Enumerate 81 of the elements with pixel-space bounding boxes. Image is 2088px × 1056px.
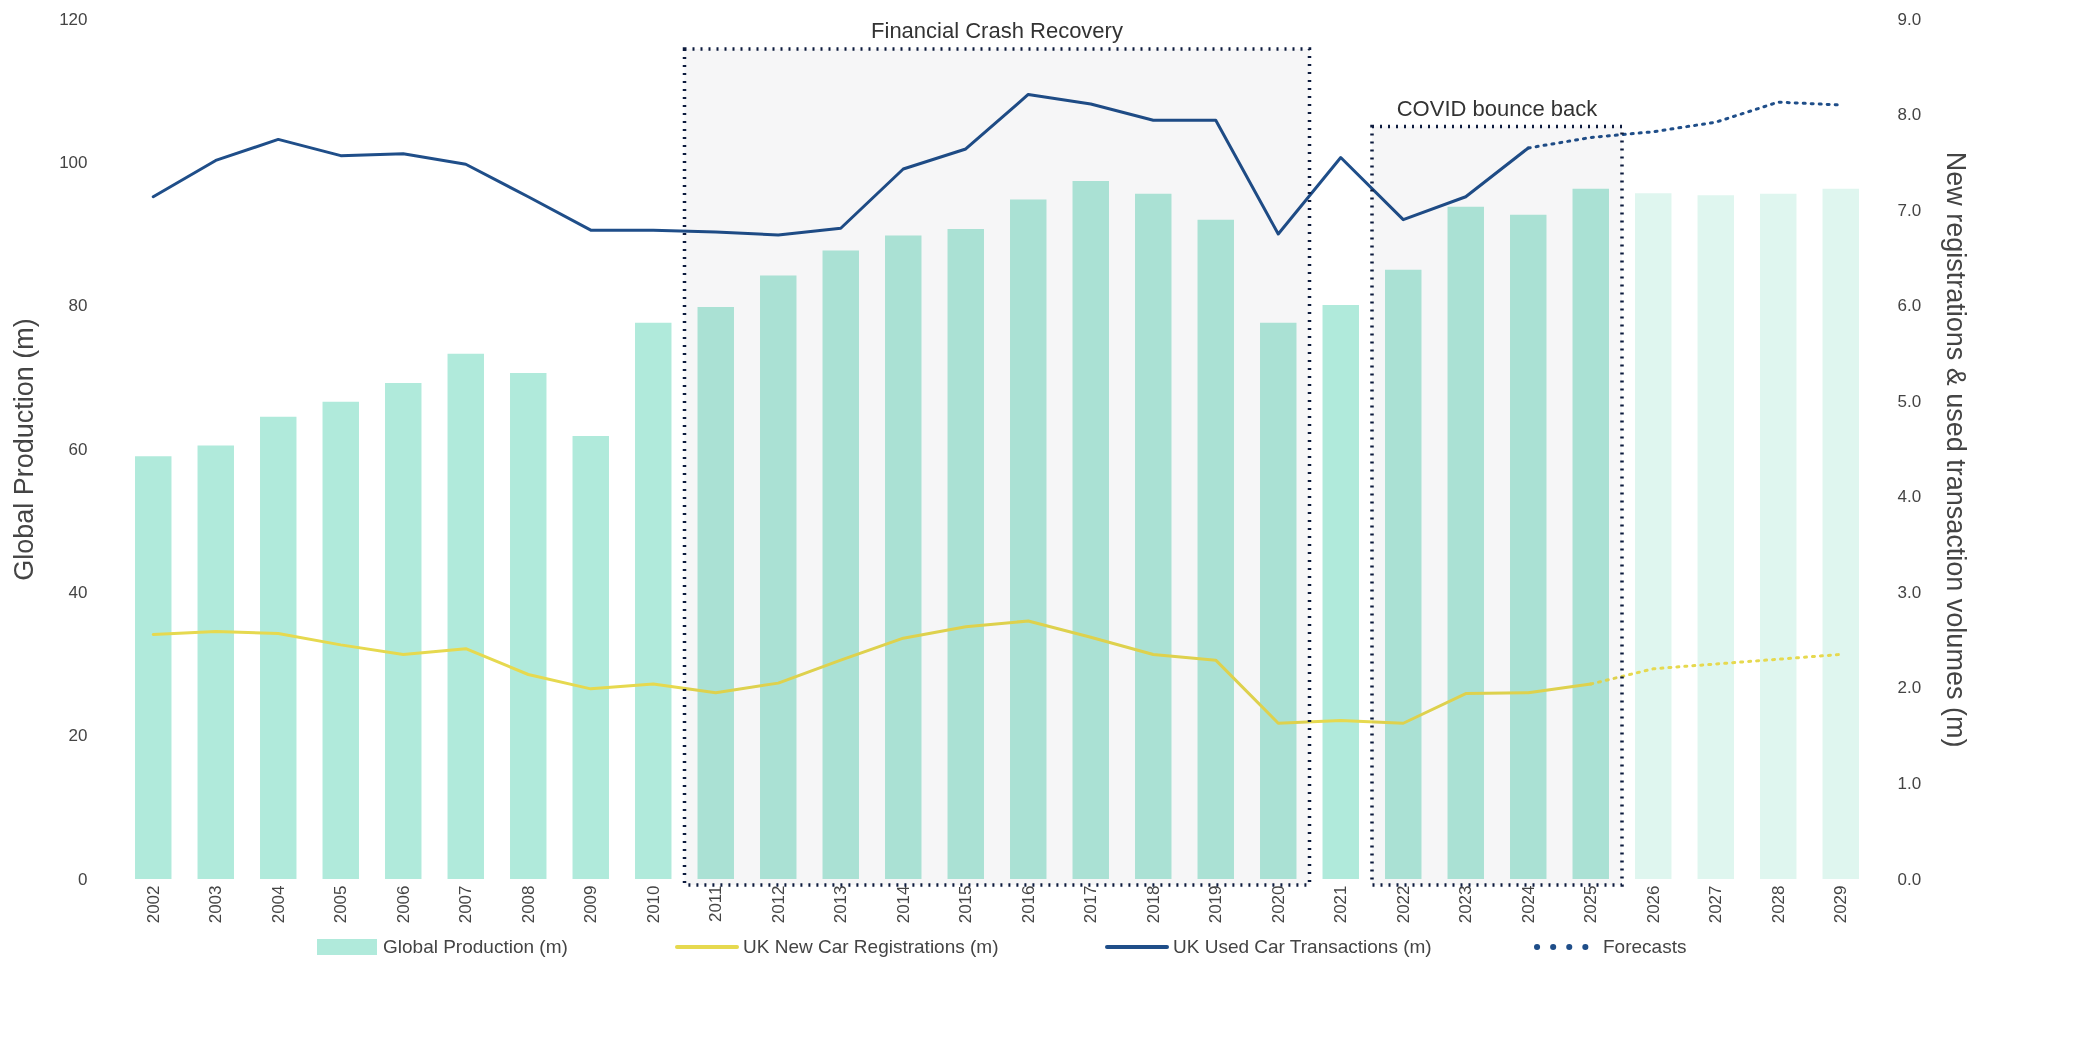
x-tick-label: 2021 <box>1331 885 1351 924</box>
y2-tick-label: 6.0 <box>1897 296 1922 316</box>
bar <box>510 373 547 879</box>
legend-label: Global Production (m) <box>383 936 568 957</box>
bar <box>635 322 672 879</box>
y-tick-label: 40 <box>68 582 88 602</box>
bar <box>1197 219 1234 879</box>
y2-tick-label: 5.0 <box>1897 391 1922 411</box>
bar <box>1385 269 1422 879</box>
legend-label: UK Used Car Transactions (m) <box>1173 936 1432 957</box>
y2-tick-label: 9.0 <box>1897 9 1922 29</box>
bar <box>572 436 609 879</box>
x-tick-label: 2008 <box>518 885 538 924</box>
y2-tick-label: 7.0 <box>1897 200 1922 220</box>
bar <box>1135 193 1172 879</box>
x-tick-label: 2026 <box>1643 885 1663 924</box>
bar <box>697 307 734 879</box>
x-tick-label: 2010 <box>643 885 663 924</box>
bar <box>1510 214 1547 879</box>
bar <box>1010 199 1047 879</box>
bar <box>1322 304 1359 879</box>
x-tick-label: 2004 <box>268 885 288 924</box>
x-tick-label: 2027 <box>1706 885 1726 924</box>
x-tick-label: 2028 <box>1768 885 1788 924</box>
x-tick-label: 2009 <box>581 885 601 924</box>
bar <box>822 250 859 879</box>
bar <box>385 383 422 879</box>
y2-tick-label: 0.0 <box>1897 869 1922 889</box>
y-tick-label: 60 <box>68 439 88 459</box>
x-tick-label: 2019 <box>1206 885 1226 924</box>
legend-label: Forecasts <box>1603 936 1687 957</box>
y2-tick-label: 4.0 <box>1897 487 1922 507</box>
x-tick-label: 2022 <box>1393 885 1413 924</box>
y2-tick-label: 3.0 <box>1897 582 1922 602</box>
x-tick-label: 2023 <box>1456 885 1476 924</box>
bar <box>1635 193 1672 879</box>
bar <box>1572 188 1609 879</box>
bar <box>260 416 297 879</box>
y2-tick-label: 1.0 <box>1897 773 1922 793</box>
bar <box>1822 188 1859 879</box>
x-tick-label: 2015 <box>956 885 976 924</box>
x-tick-label: 2011 <box>706 885 726 923</box>
y2-tick-label: 2.0 <box>1897 678 1922 698</box>
bar <box>947 228 984 879</box>
x-tick-label: 2024 <box>1518 885 1538 924</box>
x-tick-label: 2003 <box>206 885 226 924</box>
bar <box>760 275 797 879</box>
y-tick-label: 80 <box>68 296 88 316</box>
x-tick-label: 2002 <box>143 885 163 924</box>
bar <box>1447 206 1484 879</box>
x-tick-label: 2017 <box>1081 885 1101 924</box>
legend-label: UK New Car Registrations (m) <box>743 936 999 957</box>
bar <box>885 235 922 879</box>
y-tick-label: 20 <box>68 726 88 746</box>
y2-tick-label: 8.0 <box>1897 105 1922 125</box>
y2-axis-title: New registrations & used transaction volumes (m) <box>1941 151 1972 748</box>
bar <box>135 456 172 879</box>
y-tick-label: 100 <box>59 152 88 172</box>
band-label: Financial Crash Recovery <box>871 18 1123 44</box>
x-tick-label: 2025 <box>1581 885 1601 924</box>
x-tick-label: 2007 <box>456 885 476 924</box>
x-tick-label: 2012 <box>768 885 788 924</box>
x-tick-label: 2020 <box>1268 885 1288 924</box>
y-tick-label: 120 <box>59 9 88 29</box>
bar <box>1260 322 1297 879</box>
x-tick-label: 2014 <box>893 885 913 924</box>
y-tick-label: 0 <box>78 869 88 889</box>
bar <box>447 353 484 879</box>
bar <box>322 401 359 879</box>
bar <box>1697 195 1734 879</box>
x-tick-label: 2018 <box>1143 885 1163 924</box>
x-tick-label: 2029 <box>1831 885 1851 924</box>
x-tick-label: 2013 <box>831 885 851 924</box>
x-tick-label: 2016 <box>1018 885 1038 924</box>
x-tick-label: 2005 <box>331 885 351 924</box>
bar <box>1760 193 1797 879</box>
bar <box>197 445 234 879</box>
y-axis-title: Global Production (m) <box>9 318 40 581</box>
x-tick-label: 2006 <box>393 885 413 924</box>
band-label: COVID bounce back <box>1396 95 1599 121</box>
bar <box>1072 180 1109 879</box>
